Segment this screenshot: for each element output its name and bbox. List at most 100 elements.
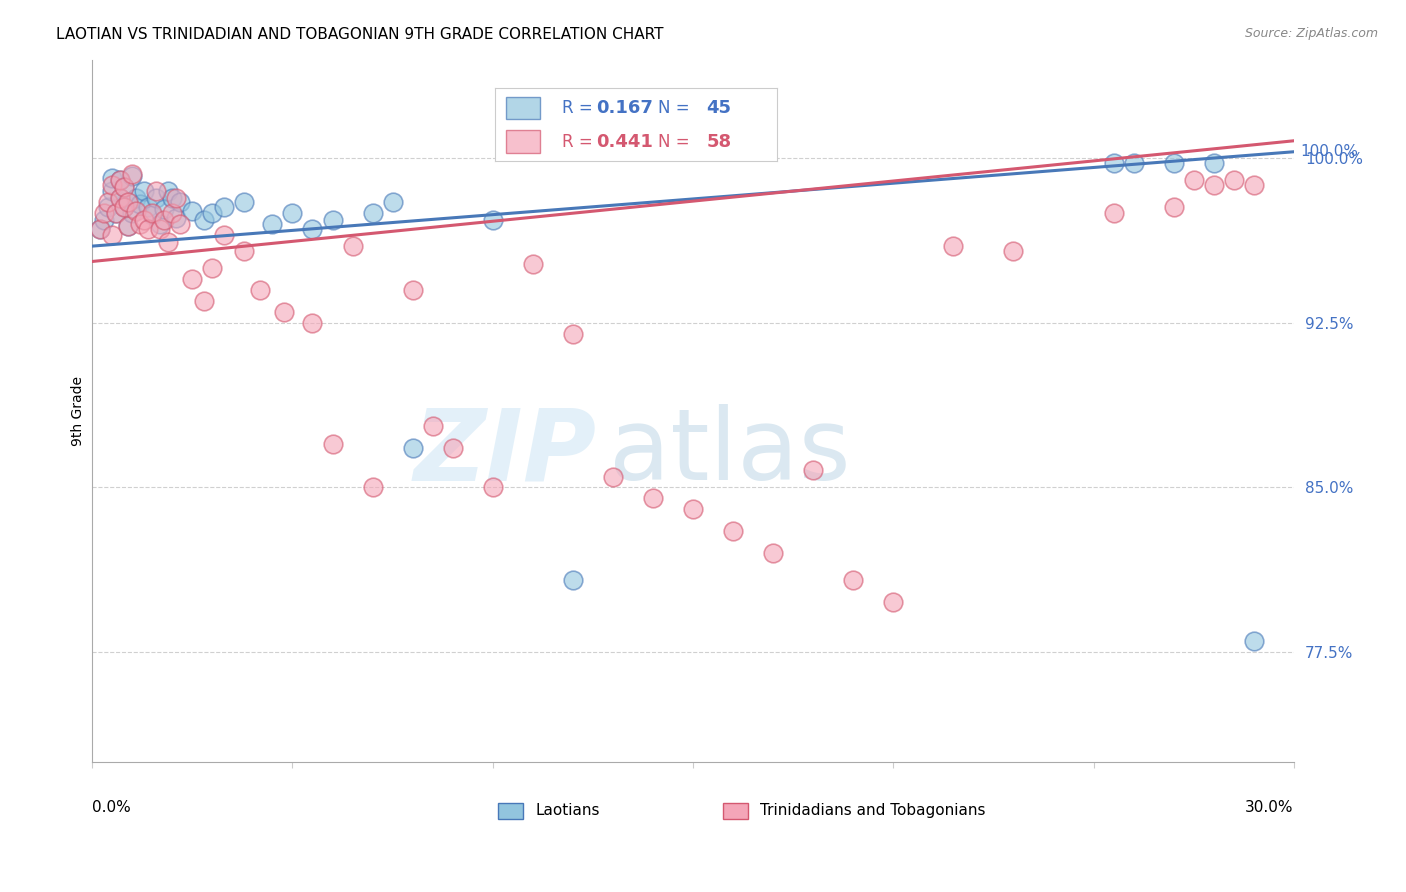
Point [561,326,583,341]
Point [842,573,865,587]
Point [110,191,132,205]
Point [1222,173,1244,187]
Point [281,206,304,220]
Point [1122,155,1144,169]
Point [145,184,167,198]
Point [121,206,143,220]
Point [181,204,204,219]
Point [721,524,744,539]
Point [882,594,904,608]
Point [110,173,132,187]
Y-axis label: 9th Grade: 9th Grade [72,376,86,446]
Point [105,206,128,220]
Point [101,178,124,192]
Point [141,206,163,220]
Point [105,206,128,220]
Point [1102,155,1125,169]
Point [162,191,184,205]
Point [801,463,824,477]
Point [762,546,785,560]
Point [117,195,139,210]
Point [441,441,464,455]
Point [1243,634,1265,648]
Point [321,436,343,450]
Point [1202,178,1225,192]
Point [157,235,180,249]
Point [121,167,143,181]
Point [125,204,148,219]
Point [301,316,323,330]
Point [193,293,215,308]
Point [110,191,132,205]
Point [401,283,423,297]
Text: Laotians: Laotians [536,804,600,818]
Point [110,173,132,187]
Point [129,197,152,211]
Point [101,171,124,186]
Point [101,184,124,198]
Point [181,272,204,286]
Point [561,573,583,587]
Point [193,212,215,227]
Point [201,206,224,220]
Point [162,206,184,220]
Point [169,217,191,231]
Point [117,195,139,210]
Point [112,179,135,194]
Point [942,239,965,253]
Text: 100.0%: 100.0% [1301,145,1358,160]
Point [249,283,271,297]
Point [136,200,159,214]
Point [1182,173,1205,187]
Point [641,491,664,506]
Point [201,261,224,276]
Point [165,191,187,205]
Point [165,211,187,225]
Point [93,206,115,220]
Point [342,239,364,253]
Point [602,469,624,483]
Point [121,169,143,183]
Point [233,195,256,210]
Point [117,219,139,234]
Point [1243,178,1265,192]
Point [125,191,148,205]
Point [112,200,135,214]
Point [481,481,503,495]
Point [522,257,544,271]
Text: LAOTIAN VS TRINIDADIAN AND TOBAGONIAN 9TH GRADE CORRELATION CHART: LAOTIAN VS TRINIDADIAN AND TOBAGONIAN 9T… [56,27,664,42]
Point [134,212,156,227]
Point [233,244,256,258]
Text: ZIP: ZIP [413,404,598,501]
Text: 0.0%: 0.0% [93,800,131,815]
Point [1163,155,1185,169]
Point [117,219,139,234]
Point [361,206,384,220]
Point [1202,155,1225,169]
Point [97,200,120,214]
Point [169,195,191,210]
Point [134,184,156,198]
Point [682,502,704,516]
Text: Trinidadians and Tobagonians: Trinidadians and Tobagonians [761,804,986,818]
Point [153,202,176,216]
Point [89,221,111,235]
Point [136,221,159,235]
Point [112,179,135,194]
Point [149,217,172,231]
Point [145,191,167,205]
Point [89,221,111,235]
Point [481,212,503,227]
Point [141,208,163,222]
Point [101,228,124,243]
Point [262,217,284,231]
Text: atlas: atlas [609,404,851,501]
Point [321,212,343,227]
Text: Source: ZipAtlas.com: Source: ZipAtlas.com [1244,27,1378,40]
Point [153,212,176,227]
Point [157,184,180,198]
Point [1102,206,1125,220]
Point [401,441,423,455]
Point [214,200,236,214]
Point [381,195,404,210]
